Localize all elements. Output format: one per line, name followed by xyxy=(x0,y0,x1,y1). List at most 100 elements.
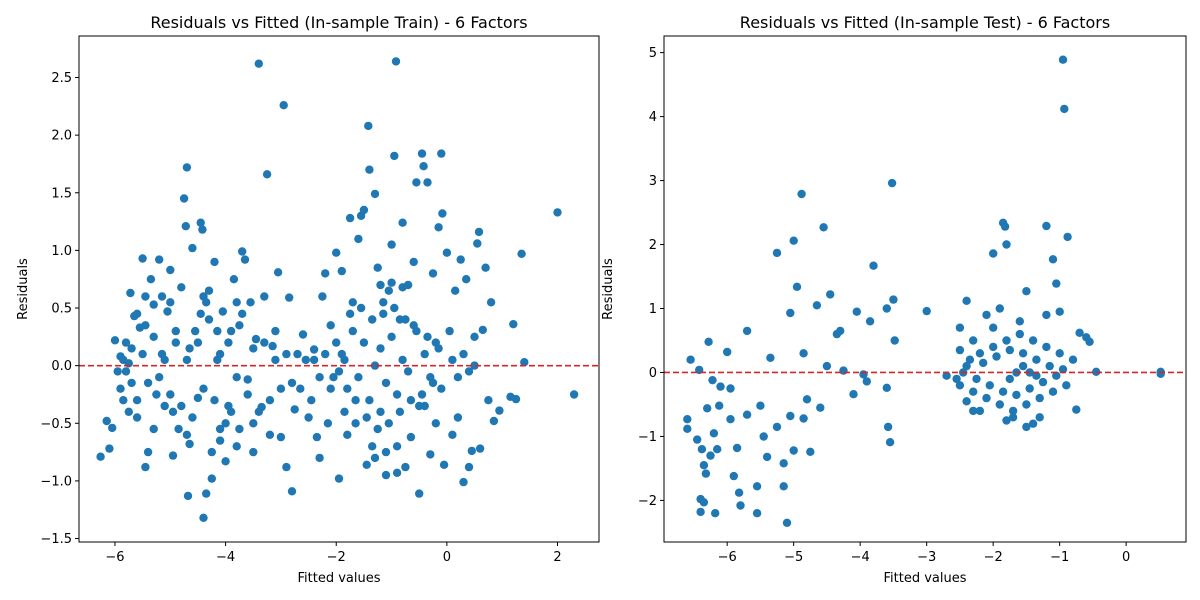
data-point xyxy=(296,384,305,393)
data-point xyxy=(370,361,380,370)
data-point xyxy=(105,444,114,453)
data-point xyxy=(177,283,186,292)
data-point xyxy=(729,471,738,481)
data-point xyxy=(146,275,156,284)
data-point xyxy=(704,337,713,346)
y-tick-label: 1.0 xyxy=(51,244,72,259)
axes-frame xyxy=(663,35,1187,543)
data-point xyxy=(869,261,878,270)
data-point xyxy=(102,416,111,426)
data-point xyxy=(786,411,795,421)
data-point xyxy=(229,275,239,284)
data-point xyxy=(453,413,463,422)
data-point xyxy=(699,498,709,507)
y-axis-label: Residuals xyxy=(16,258,31,320)
data-points xyxy=(683,55,1165,527)
data-point xyxy=(438,209,447,218)
data-point xyxy=(177,401,186,411)
data-point xyxy=(329,373,338,382)
data-point xyxy=(390,151,399,161)
data-point xyxy=(149,332,158,341)
data-point xyxy=(207,447,216,457)
y-tick-label: 0.5 xyxy=(51,302,72,317)
data-point xyxy=(384,419,393,428)
data-point xyxy=(703,404,712,413)
scatter-panel-1: −6 −4 −2 0 2 −1.5 −1.0 −0.5 0.0 0.5 1.0 1.5 2.0 2.5 Re… xyxy=(16,13,600,586)
data-point xyxy=(315,373,324,382)
data-point xyxy=(434,223,443,232)
data-point xyxy=(152,390,161,399)
data-point xyxy=(420,349,429,359)
data-point xyxy=(254,407,263,416)
data-point xyxy=(484,396,493,405)
data-point xyxy=(221,419,230,428)
data-point xyxy=(318,292,327,301)
data-point xyxy=(686,355,695,364)
x-axis-label: Fitted values xyxy=(297,571,380,586)
data-point xyxy=(204,286,214,295)
data-point xyxy=(391,57,401,66)
data-point xyxy=(240,255,250,264)
data-point xyxy=(312,432,322,442)
data-point xyxy=(797,189,806,199)
data-point xyxy=(1048,255,1058,264)
data-point xyxy=(193,393,203,403)
data-point xyxy=(1085,337,1094,346)
data-point xyxy=(132,396,142,405)
data-point xyxy=(423,178,432,187)
data-point xyxy=(235,321,244,330)
data-point xyxy=(249,447,258,457)
data-point xyxy=(182,355,192,365)
data-point xyxy=(119,396,128,405)
data-point xyxy=(1058,365,1068,374)
data-point xyxy=(428,378,438,388)
x-tick-label: −4 xyxy=(216,550,235,565)
data-point xyxy=(693,435,702,444)
data-point xyxy=(467,446,476,456)
data-point xyxy=(157,292,167,301)
data-point xyxy=(885,438,895,447)
data-point xyxy=(708,376,717,385)
data-point xyxy=(826,290,835,299)
data-point xyxy=(171,326,180,336)
data-point xyxy=(126,288,135,298)
data-point xyxy=(437,149,446,158)
data-point xyxy=(1042,342,1051,352)
data-point xyxy=(1055,307,1064,316)
data-point xyxy=(298,330,308,339)
data-point xyxy=(683,415,692,424)
data-point xyxy=(387,332,396,341)
data-point xyxy=(392,390,402,399)
data-point xyxy=(332,338,341,347)
data-point xyxy=(1028,419,1038,428)
data-point xyxy=(448,430,457,439)
data-point xyxy=(127,344,136,353)
data-point xyxy=(326,321,335,330)
data-point xyxy=(279,101,288,110)
data-point xyxy=(182,163,192,172)
data-point xyxy=(711,509,720,518)
data-point xyxy=(982,310,991,320)
data-point xyxy=(955,381,965,390)
data-point xyxy=(348,326,357,336)
data-point xyxy=(415,401,424,411)
data-point xyxy=(1032,371,1041,380)
data-point xyxy=(1035,393,1044,403)
data-point xyxy=(168,451,178,460)
data-point xyxy=(226,326,236,336)
data-point xyxy=(285,293,294,302)
x-tick-label: −1 xyxy=(1050,550,1069,565)
y-tick-label: 2.0 xyxy=(51,129,72,144)
data-point xyxy=(456,255,465,264)
data-point xyxy=(379,309,388,318)
data-point xyxy=(1028,336,1038,345)
data-point xyxy=(975,406,985,416)
data-point xyxy=(232,298,241,307)
data-point xyxy=(412,326,421,336)
data-point xyxy=(193,338,203,347)
data-point xyxy=(345,309,355,318)
data-point xyxy=(398,355,407,365)
data-point xyxy=(1055,349,1064,358)
data-point xyxy=(683,424,692,433)
